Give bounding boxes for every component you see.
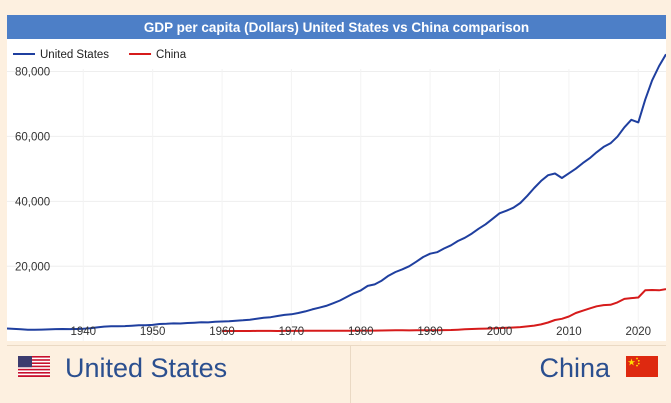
x-tick-label: 1980 [348, 326, 374, 338]
x-tick-label: 1990 [417, 326, 443, 338]
series-lines [7, 53, 666, 332]
country-left-label[interactable]: United States [65, 353, 228, 383]
comparison-footer: United States China [7, 345, 666, 403]
x-tick-label: 1960 [209, 326, 235, 338]
legend-label[interactable]: China [156, 49, 187, 61]
country-right-label[interactable]: China [539, 353, 610, 383]
footer-divider [350, 345, 351, 403]
footer-divider-top [7, 345, 666, 346]
y-tick-label: 60,000 [15, 131, 50, 143]
x-axis-labels: 1940 1950 1960 1970 1980 1990 2000 2010 2020 [71, 326, 652, 338]
legend[interactable]: United States China [13, 49, 187, 61]
series-line[interactable] [7, 53, 666, 331]
us-flag-icon [18, 356, 50, 377]
grid-lines [7, 69, 666, 341]
legend-label[interactable]: United States [40, 49, 109, 61]
x-tick-label: 2000 [487, 326, 513, 338]
y-tick-label: 20,000 [15, 261, 50, 273]
y-tick-label: 80,000 [15, 66, 50, 78]
x-tick-label: 2020 [625, 326, 651, 338]
x-tick-label: 1950 [140, 326, 166, 338]
series-line[interactable] [222, 288, 666, 332]
x-tick-label: 1940 [71, 326, 97, 338]
chart-title: GDP per capita (Dollars) United States v… [7, 15, 666, 39]
y-axis-labels: 20,000 40,000 60,000 80,000 [15, 66, 50, 273]
line-chart: 20,000 40,000 60,000 80,000 1940 1950 1960 197… [7, 49, 666, 341]
chart-area: 20,000 40,000 60,000 80,000 1940 1950 1960 197… [7, 39, 666, 341]
x-tick-label: 1970 [279, 326, 305, 338]
china-flag-icon [626, 356, 658, 377]
y-tick-label: 40,000 [15, 196, 50, 208]
x-tick-label: 2010 [556, 326, 582, 338]
